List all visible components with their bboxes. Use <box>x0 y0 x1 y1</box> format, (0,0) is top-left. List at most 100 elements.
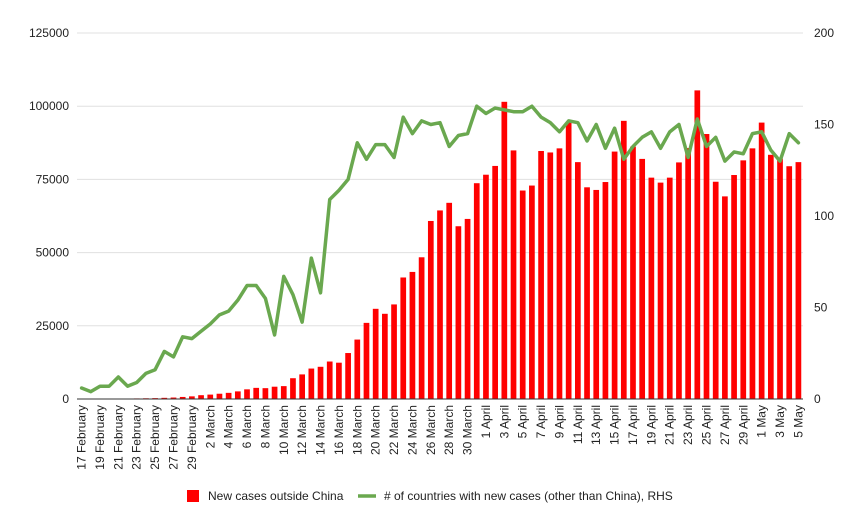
bar <box>786 166 793 399</box>
x-tick-label: 9 April <box>552 405 566 438</box>
right-tick-label: 200 <box>814 26 834 40</box>
x-tick-label: 23 February <box>130 405 144 470</box>
bar <box>795 162 802 399</box>
gridlines <box>77 32 803 327</box>
bar <box>529 185 535 399</box>
x-tick-label: 23 April <box>681 405 695 445</box>
bar <box>473 183 480 399</box>
bar <box>722 196 728 399</box>
x-tick-label: 15 April <box>608 405 622 445</box>
x-tick-label: 18 March <box>350 405 364 455</box>
x-tick-label: 21 February <box>111 405 125 470</box>
bar <box>345 353 351 399</box>
legend-label-bars: New cases outside China <box>208 489 344 503</box>
bar <box>639 158 646 399</box>
bar <box>354 339 361 399</box>
x-tick-label: 19 April <box>644 405 658 445</box>
x-tick-label: 25 February <box>148 405 162 470</box>
right-tick-label: 0 <box>814 392 821 406</box>
right-axis-ticks: 0 50 100 150 200 <box>814 26 834 406</box>
bar <box>777 158 783 399</box>
bar <box>326 361 333 399</box>
legend-swatch-bars <box>187 490 199 502</box>
bar <box>427 220 434 399</box>
bar <box>749 148 756 399</box>
bar <box>538 150 544 399</box>
x-tick-label: 6 March <box>240 405 254 448</box>
bar <box>308 368 315 399</box>
x-tick-label: 10 March <box>277 405 291 455</box>
bar <box>547 152 554 399</box>
bar <box>170 397 177 399</box>
bar <box>198 395 204 399</box>
x-tick-label: 26 March <box>424 405 438 455</box>
bar <box>740 160 747 399</box>
bar <box>179 396 186 399</box>
bar <box>666 177 673 399</box>
bar <box>262 388 269 399</box>
x-tick-label: 17 February <box>75 405 89 470</box>
bar <box>620 120 627 399</box>
bar <box>437 210 443 399</box>
bar <box>703 134 710 400</box>
right-tick-label: 50 <box>814 301 828 315</box>
x-tick-label: 16 March <box>332 405 346 455</box>
bar <box>630 146 636 399</box>
x-tick-label: 11 April <box>571 405 585 444</box>
bar <box>372 308 379 399</box>
bar <box>464 218 471 399</box>
x-tick-label: 30 March <box>461 405 475 455</box>
x-tick-label: 21 April <box>663 405 677 445</box>
bar <box>519 190 526 399</box>
bar <box>712 181 719 399</box>
x-tick-label: 22 March <box>387 405 401 455</box>
bar <box>400 277 407 399</box>
left-tick-label: 100000 <box>29 99 69 113</box>
left-tick-label: 25000 <box>36 319 70 333</box>
bar <box>648 177 655 399</box>
bar <box>253 387 260 399</box>
x-tick-label: 17 April <box>626 405 640 445</box>
bar <box>409 271 416 399</box>
bar <box>657 182 664 399</box>
right-tick-label: 150 <box>814 118 834 132</box>
bar <box>446 202 453 399</box>
bar <box>767 154 774 399</box>
bar <box>574 162 581 399</box>
x-tick-label: 7 April <box>534 405 548 438</box>
x-tick-label: 1 April <box>479 405 493 438</box>
x-tick-label: 2 March <box>203 405 217 448</box>
bar <box>685 148 691 399</box>
line-series-path <box>79 104 801 394</box>
legend: New cases outside China # of countries w… <box>187 489 673 503</box>
bar <box>207 394 214 399</box>
x-tick-label: 14 March <box>314 405 328 455</box>
left-tick-label: 125000 <box>29 26 69 40</box>
bar <box>382 313 388 399</box>
x-tick-label: 3 May <box>773 405 787 438</box>
bar <box>244 389 250 399</box>
bar <box>611 151 618 399</box>
bar <box>299 374 306 399</box>
x-axis-ticks: 17 February 19 February 21 February 23 Febr… <box>75 405 806 470</box>
x-tick-label: 29 February <box>185 405 199 470</box>
left-tick-label: 0 <box>62 392 69 406</box>
x-tick-label: 4 March <box>222 405 236 448</box>
bar <box>271 386 278 399</box>
bar <box>565 122 572 399</box>
bar <box>189 396 195 399</box>
x-tick-label: 20 March <box>369 405 383 455</box>
x-tick-label: 24 March <box>405 405 419 455</box>
bar <box>602 182 609 399</box>
x-tick-label: 3 April <box>497 405 511 438</box>
left-axis-ticks: 0 25000 50000 75000 100000 125000 <box>29 26 69 406</box>
x-tick-label: 1 May <box>755 405 769 438</box>
x-tick-label: 19 February <box>93 405 107 470</box>
bar <box>336 362 342 399</box>
bar <box>225 392 232 399</box>
x-tick-label: 25 April <box>700 405 714 445</box>
x-tick-label: 29 April <box>736 405 750 445</box>
bar <box>758 122 765 399</box>
bar <box>317 366 324 399</box>
